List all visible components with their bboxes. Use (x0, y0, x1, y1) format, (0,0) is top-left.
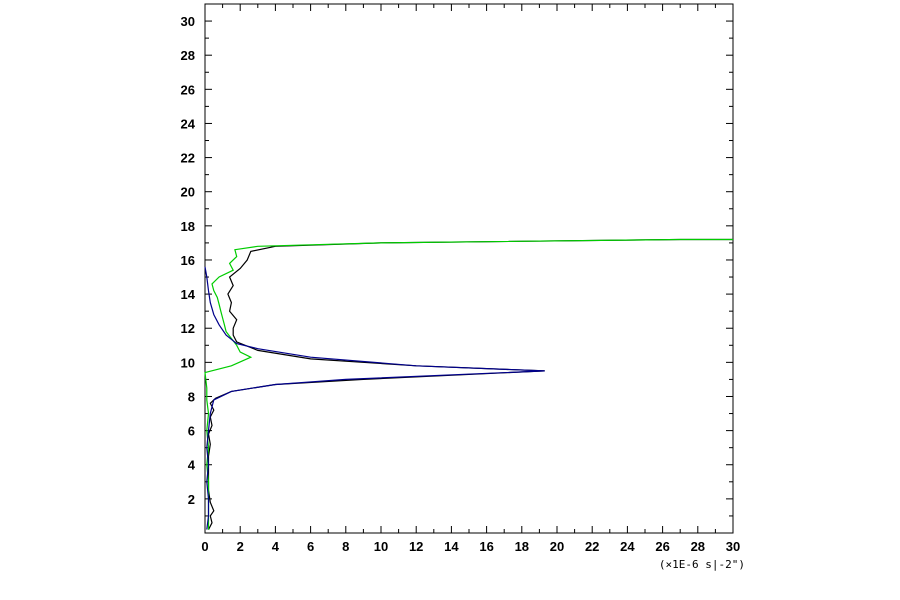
x-tick-label: 28 (691, 539, 705, 554)
x-tick-label: 12 (409, 539, 423, 554)
y-tick-label: 20 (181, 185, 195, 200)
x-tick-label: 4 (272, 539, 280, 554)
x-tick-label: 0 (201, 539, 208, 554)
y-tick-label: 16 (181, 253, 195, 268)
x-tick-label: 10 (374, 539, 388, 554)
y-tick-label: 22 (181, 151, 195, 166)
y-tick-label: 10 (181, 355, 195, 370)
y-tick-label: 26 (181, 82, 195, 97)
x-tick-label: 20 (550, 539, 564, 554)
y-tick-label: 14 (181, 287, 196, 302)
x-tick-label: 30 (726, 539, 740, 554)
x-tick-label: 24 (620, 539, 635, 554)
x-tick-label: 6 (307, 539, 314, 554)
plot-area (204, 3, 734, 534)
y-tick-label: 28 (181, 48, 195, 63)
y-tick-label: 30 (181, 14, 195, 29)
x-tick-label: 8 (342, 539, 349, 554)
y-tick-label: 2 (188, 492, 195, 507)
y-tick-label: 8 (188, 389, 195, 404)
x-tick-label: 22 (585, 539, 599, 554)
y-tick-label: 6 (188, 424, 195, 439)
x-tick-label: 14 (444, 539, 459, 554)
x-tick-label: 26 (655, 539, 669, 554)
x-tick-label: 2 (237, 539, 244, 554)
x-axis: 0 2 4 6 8 10 12 14 16 18 20 22 24 26 28 30 (201, 4, 740, 554)
y-tick-label: 24 (181, 116, 196, 131)
x-tick-label: 16 (479, 539, 493, 554)
x-tick-label: 18 (515, 539, 529, 554)
y-tick-label: 12 (181, 321, 195, 336)
y-tick-label: 18 (181, 219, 195, 234)
x-unit-label: (×1E-6 s|-2") (659, 558, 745, 571)
series-line-3 (204, 266, 545, 530)
y-tick-label: 4 (188, 458, 196, 473)
series-layer (204, 238, 733, 530)
